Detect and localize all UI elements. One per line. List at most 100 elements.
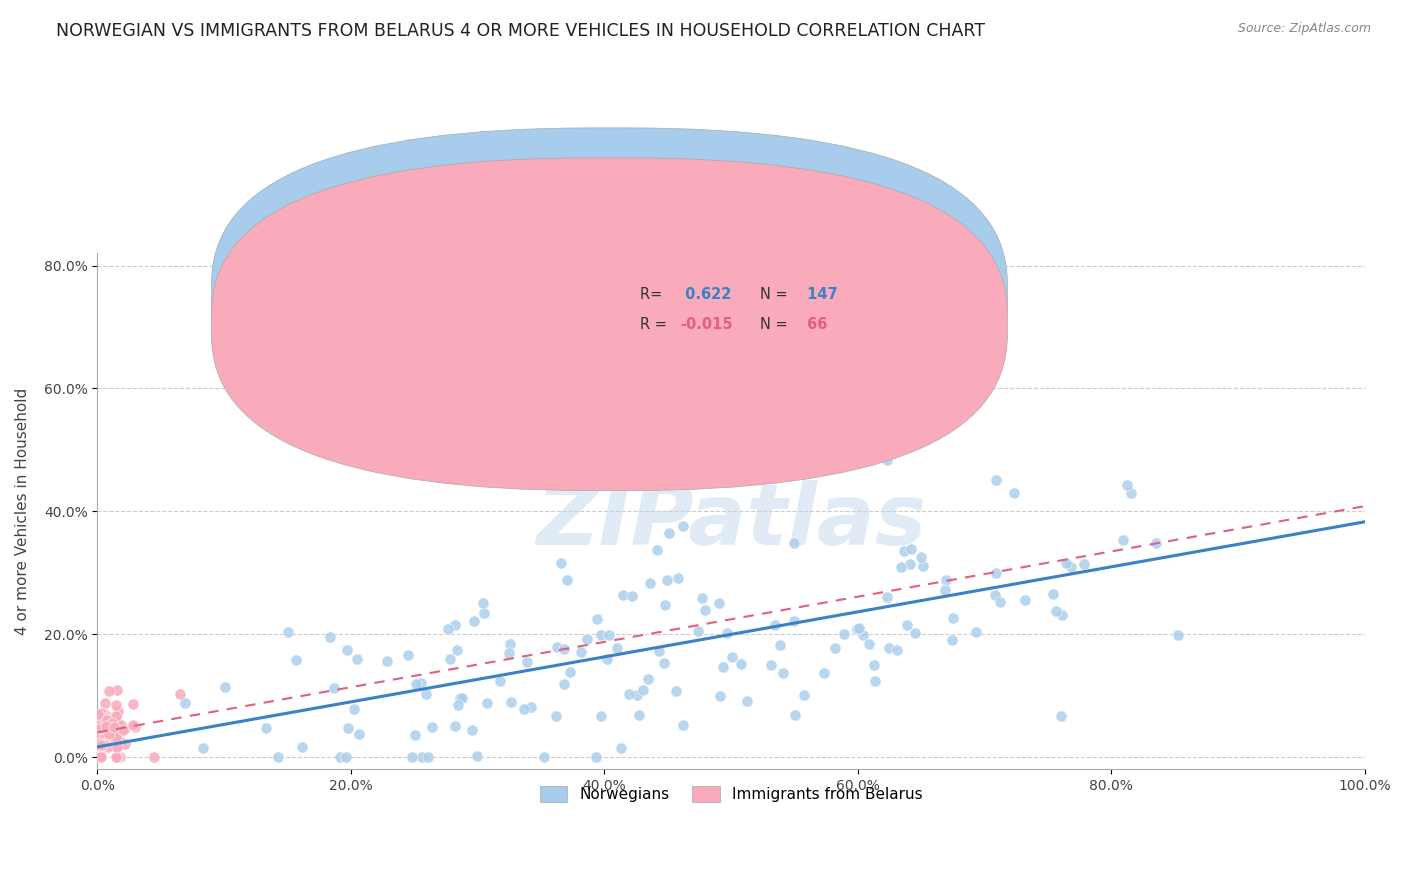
- Point: [665, 683, 688, 698]
- Point: [103, 731, 125, 746]
- Point: [401, 750, 423, 764]
- Point: [1014, 593, 1036, 607]
- Point: [896, 618, 918, 632]
- Point: [666, 571, 689, 585]
- Point: [284, 653, 307, 667]
- Point: [404, 727, 426, 741]
- Point: [555, 573, 578, 587]
- Point: [91, 710, 114, 724]
- Point: [97, 740, 120, 755]
- Point: [347, 727, 370, 741]
- Text: NORWEGIAN VS IMMIGRANTS FROM BELARUS 4 OR MORE VEHICLES IN HOUSEHOLD CORRELATION: NORWEGIAN VS IMMIGRANTS FROM BELARUS 4 O…: [56, 22, 986, 40]
- Point: [90, 750, 112, 764]
- Point: [122, 718, 145, 732]
- Point: [110, 734, 132, 748]
- Point: [114, 738, 136, 752]
- Point: [672, 519, 695, 533]
- Point: [124, 720, 146, 734]
- Point: [471, 597, 494, 611]
- Point: [450, 691, 472, 706]
- Point: [142, 750, 165, 764]
- Text: N =: N =: [761, 287, 787, 302]
- Point: [460, 723, 482, 738]
- Point: [93, 711, 115, 725]
- Point: [94, 738, 117, 752]
- Point: [87, 711, 110, 725]
- Point: [91, 731, 114, 746]
- Point: [89, 745, 111, 759]
- Point: [114, 723, 136, 737]
- Point: [716, 626, 738, 640]
- Point: [97, 726, 120, 740]
- Point: [444, 719, 467, 733]
- Point: [254, 721, 277, 735]
- Point: [637, 672, 659, 686]
- Point: [645, 543, 668, 558]
- Point: [695, 603, 717, 617]
- Point: [446, 642, 468, 657]
- Point: [93, 732, 115, 747]
- Point: [657, 573, 679, 587]
- Point: [420, 720, 443, 734]
- Point: [375, 654, 398, 668]
- FancyBboxPatch shape: [211, 128, 1007, 460]
- Point: [832, 627, 855, 641]
- Point: [793, 688, 815, 702]
- Point: [898, 557, 921, 571]
- Point: [875, 441, 897, 455]
- Point: [1050, 709, 1073, 723]
- Point: [191, 741, 214, 756]
- Point: [87, 718, 110, 732]
- Point: [329, 750, 352, 764]
- Point: [489, 673, 512, 688]
- Point: [886, 643, 908, 657]
- Point: [214, 680, 236, 694]
- Point: [876, 452, 898, 467]
- Point: [1042, 586, 1064, 600]
- Point: [862, 658, 884, 673]
- Point: [104, 739, 127, 754]
- Point: [785, 707, 807, 722]
- Point: [444, 618, 467, 632]
- Point: [103, 720, 125, 734]
- Point: [100, 723, 122, 737]
- Text: R =: R =: [640, 317, 666, 332]
- Point: [110, 718, 132, 732]
- Point: [108, 750, 131, 764]
- Text: N =: N =: [761, 317, 787, 332]
- Y-axis label: 4 or more Vehicles in Household: 4 or more Vehicles in Household: [15, 388, 30, 635]
- Point: [173, 696, 195, 710]
- Text: -0.015: -0.015: [681, 317, 733, 332]
- Point: [104, 750, 127, 764]
- Point: [122, 697, 145, 711]
- Point: [1119, 486, 1142, 500]
- Point: [893, 543, 915, 558]
- Point: [103, 723, 125, 738]
- Point: [934, 583, 956, 598]
- Point: [904, 626, 927, 640]
- Point: [890, 560, 912, 574]
- Point: [546, 640, 568, 655]
- Point: [654, 598, 676, 612]
- Point: [686, 624, 709, 638]
- Point: [101, 715, 124, 730]
- Point: [553, 677, 575, 691]
- Point: [91, 737, 114, 751]
- Text: 147: 147: [801, 287, 838, 302]
- Point: [965, 625, 987, 640]
- Point: [598, 628, 620, 642]
- Point: [546, 709, 568, 723]
- Point: [90, 722, 112, 736]
- Point: [101, 725, 124, 739]
- Point: [104, 730, 127, 744]
- Point: [416, 750, 439, 764]
- Point: [93, 719, 115, 733]
- Point: [89, 739, 111, 753]
- Point: [105, 715, 128, 730]
- Point: [709, 689, 731, 703]
- Point: [589, 708, 612, 723]
- Point: [437, 622, 460, 636]
- Point: [1050, 608, 1073, 623]
- Point: [596, 652, 619, 666]
- Point: [690, 591, 713, 606]
